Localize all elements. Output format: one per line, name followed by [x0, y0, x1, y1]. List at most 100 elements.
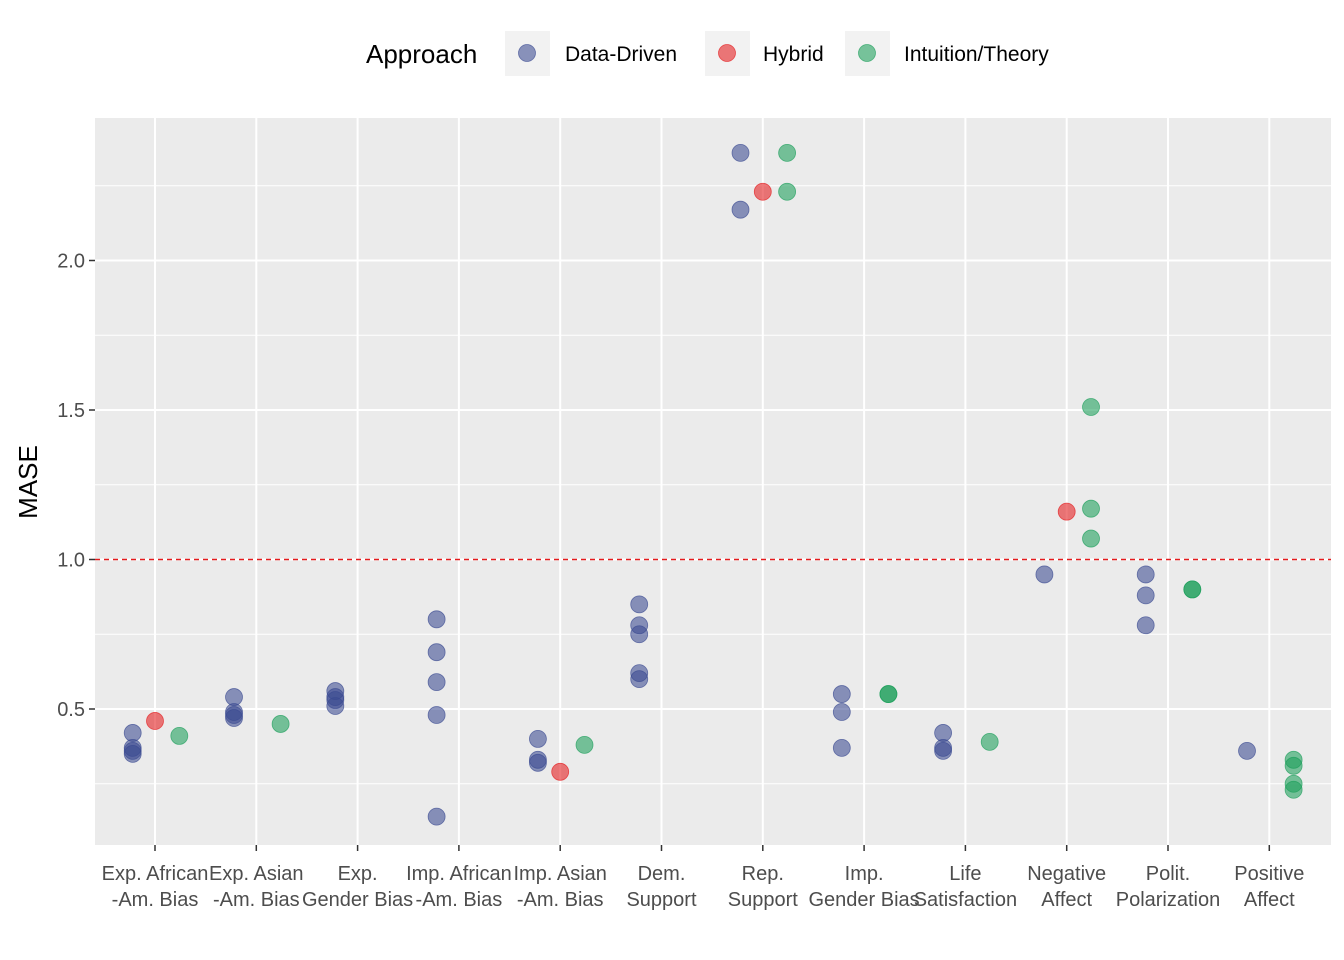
data-point	[575, 735, 594, 754]
y-tick-label: 0.5	[57, 699, 85, 721]
data-point	[271, 715, 290, 733]
data-point	[753, 182, 772, 201]
x-tick-label: Exp. Asian -Am. Bias	[209, 863, 304, 911]
x-tick-label-line: Polarization	[1116, 889, 1221, 911]
data-point	[731, 143, 750, 162]
legend-label: Intuition/Theory	[904, 43, 1049, 66]
x-tick-label-line: Support	[626, 889, 696, 911]
data-point	[731, 200, 750, 219]
data-point	[551, 762, 570, 781]
legend-key-dot	[718, 44, 736, 62]
x-tick-label-line: Dem.	[638, 863, 686, 885]
x-tick-label: Polit. Polarization	[1116, 863, 1221, 911]
data-point	[832, 738, 851, 757]
data-point	[1082, 499, 1100, 518]
data-point	[146, 712, 164, 730]
data-point	[832, 685, 851, 703]
data-point	[1082, 529, 1100, 548]
data-point	[427, 643, 446, 662]
data-point	[980, 732, 999, 751]
data-point	[832, 703, 851, 721]
y-axis: 0.5 1.0 1.5 2.0	[57, 251, 95, 721]
data-point	[934, 741, 953, 760]
legend-key-dot	[858, 44, 876, 62]
data-point	[427, 610, 446, 629]
x-tick-label-line: Polit.	[1146, 863, 1190, 885]
series-hybrid	[146, 182, 1076, 781]
data-point	[630, 670, 649, 688]
x-tick-label-line: -Am. Bias	[213, 889, 300, 911]
x-tick-label-line: Negative	[1027, 863, 1106, 885]
data-point	[1183, 580, 1202, 599]
x-tick-label-line: Exp.	[338, 863, 378, 885]
data-point	[1136, 616, 1155, 635]
x-tick-label: Imp. African -Am. Bias	[406, 863, 512, 911]
data-points	[123, 143, 1303, 826]
data-point	[1136, 586, 1155, 605]
series-data-driven	[123, 143, 1256, 826]
y-tick-label: 1.0	[57, 550, 85, 572]
x-tick-label-line: Positive	[1234, 863, 1304, 885]
data-point	[427, 673, 446, 691]
data-point	[123, 744, 142, 763]
data-point	[879, 685, 898, 703]
x-tick-label: Imp. Gender Bias	[809, 863, 920, 911]
x-tick-label: Imp. Asian -Am. Bias	[514, 863, 607, 911]
data-point	[1082, 398, 1100, 416]
data-point	[778, 143, 797, 162]
data-point	[225, 709, 243, 727]
x-tick-label: Exp. Gender Bias	[302, 863, 413, 911]
data-point	[1238, 741, 1256, 760]
x-tick-label: Rep. Support	[728, 863, 798, 911]
x-tick-label: Exp. African -Am. Bias	[102, 863, 209, 911]
x-tick-label: Life Satisfaction	[914, 863, 1017, 911]
legend-key-dot	[518, 44, 536, 62]
x-tick-label-line: Support	[728, 889, 798, 911]
y-tick-label: 2.0	[57, 251, 85, 273]
data-point	[934, 724, 953, 742]
data-point	[427, 807, 446, 826]
data-point	[778, 182, 797, 201]
minor-gridlines	[95, 185, 1331, 785]
data-point	[1136, 565, 1155, 584]
x-tick-label-line: Rep.	[742, 863, 784, 885]
data-point	[427, 706, 446, 724]
data-point	[630, 625, 649, 644]
x-tick-label-line: Imp.	[845, 863, 884, 885]
data-point	[1035, 565, 1054, 584]
legend-label: Hybrid	[763, 43, 824, 66]
legend-label: Data-Driven	[565, 43, 677, 66]
y-tick-label: 1.5	[57, 400, 85, 422]
x-tick-label: Dem. Support	[626, 863, 696, 911]
x-tick-label-line: Exp. African	[102, 863, 209, 885]
data-point	[225, 688, 243, 706]
y-axis-title: MASE	[13, 445, 43, 519]
x-tick-label: Positive Affect	[1234, 863, 1304, 911]
data-point	[1284, 780, 1303, 799]
x-tick-label-line: Imp. Asian	[514, 863, 607, 885]
data-point	[529, 753, 547, 772]
data-point	[529, 730, 547, 748]
legend-title: Approach	[366, 39, 477, 69]
x-tick-label-line: Gender Bias	[302, 889, 413, 911]
data-point	[1284, 756, 1303, 775]
series-intuition-theory	[170, 143, 1303, 799]
x-tick-label-line: Imp. African	[406, 863, 512, 885]
x-tick-label-line: Exp. Asian	[209, 863, 304, 885]
x-tick-label-line: -Am. Bias	[416, 889, 503, 911]
x-tick-label-line: Affect	[1244, 889, 1295, 911]
x-tick-label-line: Affect	[1041, 889, 1092, 911]
data-point	[1057, 502, 1076, 521]
x-tick-label-line: -Am. Bias	[517, 889, 604, 911]
data-point	[170, 727, 189, 745]
plot-panel	[95, 118, 1331, 845]
data-point	[630, 595, 649, 614]
data-point	[123, 724, 142, 742]
data-point	[326, 697, 345, 715]
legend: Approach Data-Driven Hybrid Intuition/Theo…	[366, 31, 1049, 76]
major-gridlines	[95, 118, 1331, 845]
x-tick-label-line: Gender Bias	[809, 889, 920, 911]
x-tick-label-line: Life	[949, 863, 981, 885]
